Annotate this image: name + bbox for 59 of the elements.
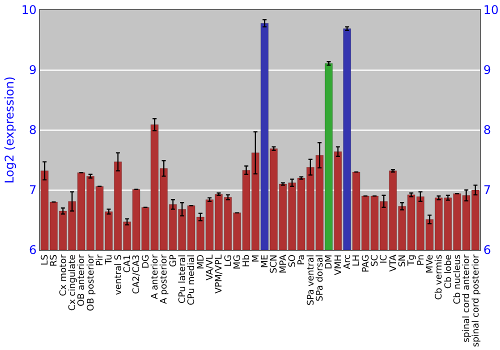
x-tick-label: SPa ventral: [306, 254, 316, 306]
x-tick-label: VMH: [334, 254, 344, 276]
x-tick-label: CA1: [123, 254, 134, 273]
x-tick-label: LH: [352, 254, 362, 266]
x-tick-label: Cb nucleus: [453, 254, 464, 304]
x-tick-label: Cx cingulate: [68, 254, 78, 311]
y2-tick-label: 10: [483, 3, 499, 18]
x-tick-label: Tg: [407, 254, 418, 267]
y-tick-label: 10: [21, 3, 37, 18]
x-tick-label: RS: [50, 254, 60, 267]
x-tick-label: Pa: [297, 254, 308, 266]
x-tick-label: GP: [168, 254, 179, 268]
x-tick-label: M: [251, 254, 262, 262]
x-tick-label: MVe: [426, 254, 436, 274]
x-tick-label: MG: [233, 254, 244, 270]
x-tick-label: Pir: [96, 254, 106, 266]
x-tick-label: MPA: [278, 254, 289, 274]
x-tick-label: spinal cord posterior: [471, 254, 482, 348]
x-tick-label: ME: [260, 254, 271, 268]
x-tick-label: CPu lateral: [178, 254, 188, 304]
x-tick-label: LS: [40, 254, 51, 266]
x-tick-label: SPa dorsal: [316, 254, 326, 302]
y2-tick-label: 9: [483, 63, 492, 78]
x-tick-label: CA2/CA3: [132, 254, 142, 294]
y-tick-label: 6: [28, 243, 37, 258]
x-tick-label: SCN: [270, 254, 280, 274]
y2-tick-label: 6: [483, 243, 492, 258]
x-tick-label: Cb lobe: [444, 254, 454, 289]
x-tick-label: Tu: [104, 254, 115, 266]
y2-tick-label: 8: [483, 123, 492, 138]
x-tick-label: ventral S: [114, 254, 124, 295]
x-tick-label: VTA: [388, 254, 399, 272]
x-tick-label: MD: [196, 254, 206, 270]
x-tick-label: A anterior: [150, 254, 161, 300]
x-tick-label: Pn: [416, 254, 426, 266]
x-tick-label: DG: [141, 254, 152, 269]
x-tick-label: VA/VL: [206, 254, 216, 281]
x-tick-label: IC: [380, 254, 390, 264]
x-tick-label: LG: [224, 254, 234, 267]
x-tick-label: SN: [398, 254, 408, 268]
x-tick-label: PAG: [361, 254, 372, 272]
x-tick-label: A posterior: [160, 254, 170, 304]
x-tick-label: Cx motor: [58, 254, 69, 296]
y-tick-label: 9: [28, 63, 37, 78]
x-tick-label: OB posterior: [86, 254, 96, 312]
y2-tick-label: 7: [483, 183, 492, 198]
x-tick-label: VPM/VPL: [214, 254, 225, 294]
x-tick-label: CPu medial: [187, 254, 198, 306]
x-tick-label: DM: [324, 254, 335, 270]
x-tick-label: Arc: [343, 254, 354, 270]
x-tick-label: Hb: [242, 254, 252, 268]
x-tick-label: SC: [370, 254, 381, 267]
x-tick-label: SO: [288, 254, 298, 268]
x-tick-label: OB anterior: [77, 254, 88, 306]
y-tick-label: 8: [28, 123, 37, 138]
y-tick-label: 7: [28, 183, 37, 198]
x-tick-label: spinal cord anterior: [462, 254, 472, 342]
y-axis-title: Log2 (expression): [2, 76, 17, 184]
x-tick-label: Cb vermis: [434, 254, 445, 300]
